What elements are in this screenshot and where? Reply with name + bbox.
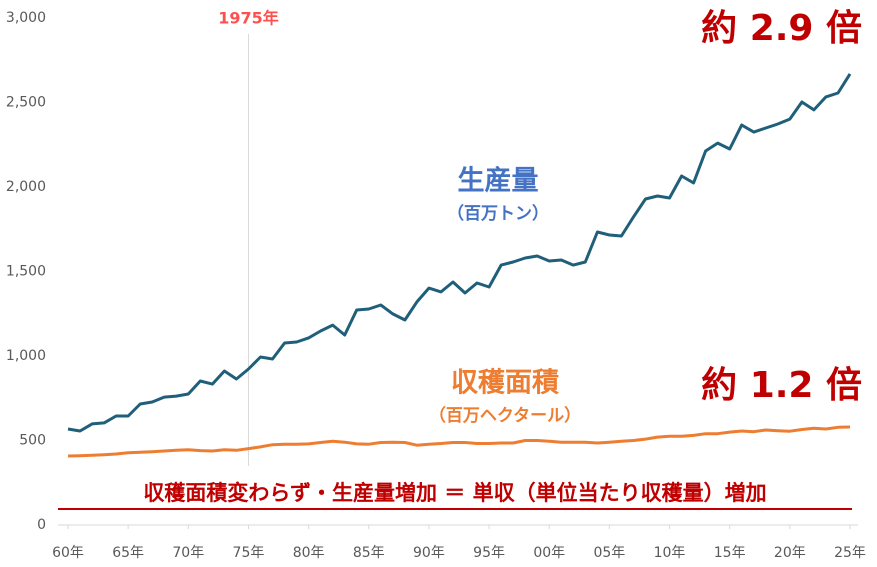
- reference-label: 1975年: [218, 9, 279, 28]
- y-tick-label: 2,500: [6, 95, 46, 111]
- y-tick-label: 1,500: [6, 264, 46, 280]
- y-tick-label: 3,000: [6, 10, 46, 26]
- y-tick-label: 500: [19, 433, 46, 449]
- x-tick-label: 80年: [293, 545, 325, 561]
- callout: 約 1.2 倍: [701, 365, 862, 406]
- x-tick-label: 25年: [834, 545, 866, 561]
- x-tick-label: 90年: [413, 545, 445, 561]
- x-tick-label: 20年: [774, 545, 806, 561]
- series-label: 収穫面積: [451, 368, 559, 399]
- x-tick-label: 05年: [593, 545, 625, 561]
- x-tick-label: 15年: [714, 545, 746, 561]
- x-tick-label: 10年: [654, 545, 686, 561]
- summary: 収穫面積変わらず・生産量増加 ＝ 単収（単位当たり収穫量）増加: [143, 481, 766, 505]
- x-tick-label: 85年: [353, 545, 385, 561]
- series-line: [67, 73, 852, 433]
- series-label: 生産量: [458, 165, 539, 197]
- series-unit: （百万ヘクタール）: [429, 405, 581, 426]
- y-tick-label: 2,000: [6, 179, 46, 195]
- x-tick-label: 75年: [233, 545, 265, 561]
- series-line: [67, 425, 851, 458]
- x-tick-label: 00年: [533, 545, 565, 561]
- x-tick-label: 65年: [112, 545, 144, 561]
- callout: 約 2.9 倍: [701, 8, 862, 49]
- x-tick-label: 60年: [52, 545, 84, 561]
- series-unit: （百万トン）: [447, 203, 549, 224]
- x-tick-label: 95年: [473, 545, 505, 561]
- y-tick-label: 1,000: [6, 348, 46, 364]
- y-tick-label: 0: [37, 517, 46, 533]
- x-tick-label: 70年: [172, 545, 204, 561]
